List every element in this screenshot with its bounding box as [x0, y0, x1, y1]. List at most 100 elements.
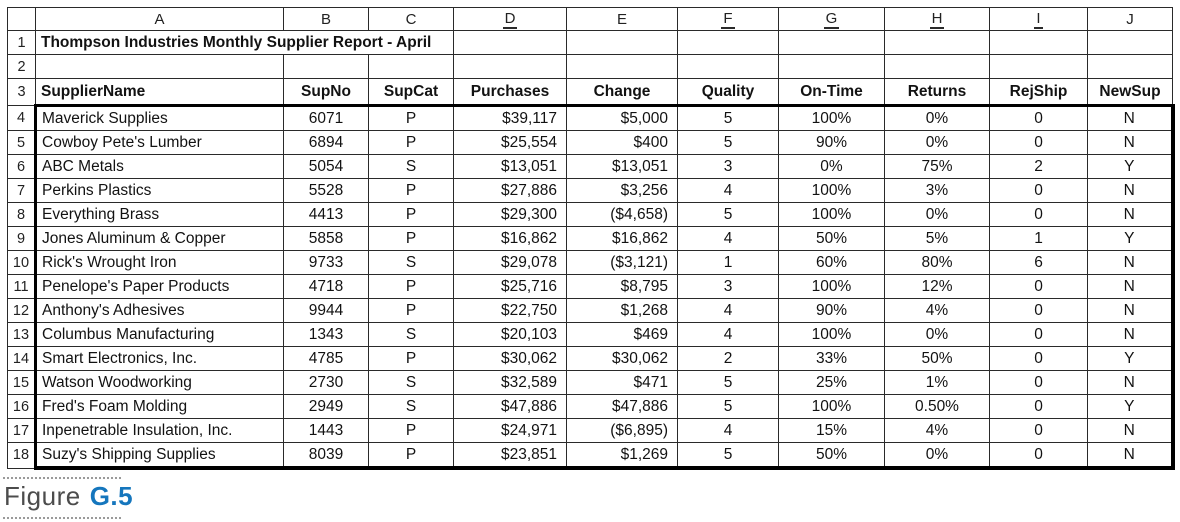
cell-F4[interactable]: 5 — [677, 104, 779, 131]
column-header-E[interactable]: E — [566, 7, 678, 31]
cell-E15[interactable]: $471 — [566, 370, 678, 395]
cell-I15[interactable]: 0 — [989, 370, 1088, 395]
cell-H4[interactable]: 0% — [884, 104, 990, 131]
cell-C5[interactable]: P — [368, 130, 454, 155]
cell-C13[interactable]: S — [368, 322, 454, 347]
cell-G15[interactable]: 25% — [778, 370, 885, 395]
cell-F16[interactable]: 5 — [677, 394, 779, 419]
cell-C3[interactable]: SupCat — [368, 78, 454, 106]
cell-B12[interactable]: 9944 — [283, 298, 369, 323]
row-header-1[interactable]: 1 — [7, 30, 36, 55]
cell-G13[interactable]: 100% — [778, 322, 885, 347]
cell-J15[interactable]: N — [1087, 370, 1175, 395]
cell-H3[interactable]: Returns — [884, 78, 990, 106]
cell-D18[interactable]: $23,851 — [453, 442, 567, 470]
cell-B7[interactable]: 5528 — [283, 178, 369, 203]
cell-I12[interactable]: 0 — [989, 298, 1088, 323]
cell-F1[interactable] — [677, 30, 779, 55]
cell-H7[interactable]: 3% — [884, 178, 990, 203]
cell-G11[interactable]: 100% — [778, 274, 885, 299]
cell-I11[interactable]: 0 — [989, 274, 1088, 299]
cell-D1[interactable] — [453, 30, 567, 55]
cell-C18[interactable]: P — [368, 442, 454, 470]
column-header-D[interactable]: D — [453, 7, 567, 31]
cell-B5[interactable]: 6894 — [283, 130, 369, 155]
cell-E14[interactable]: $30,062 — [566, 346, 678, 371]
cell-I6[interactable]: 2 — [989, 154, 1088, 179]
cell-G3[interactable]: On-Time — [778, 78, 885, 106]
cell-C9[interactable]: P — [368, 226, 454, 251]
cell-G18[interactable]: 50% — [778, 442, 885, 470]
cell-C10[interactable]: S — [368, 250, 454, 275]
cell-I2[interactable] — [989, 54, 1088, 79]
cell-F18[interactable]: 5 — [677, 442, 779, 470]
cell-A13[interactable]: Columbus Manufacturing — [34, 322, 284, 347]
cell-H15[interactable]: 1% — [884, 370, 990, 395]
cell-D5[interactable]: $25,554 — [453, 130, 567, 155]
cell-C14[interactable]: P — [368, 346, 454, 371]
row-header-5[interactable]: 5 — [7, 130, 36, 155]
cell-I18[interactable]: 0 — [989, 442, 1088, 470]
cell-E6[interactable]: $13,051 — [566, 154, 678, 179]
cell-H17[interactable]: 4% — [884, 418, 990, 443]
row-header-12[interactable]: 12 — [7, 298, 36, 323]
row-header-4[interactable]: 4 — [7, 105, 36, 131]
cell-F14[interactable]: 2 — [677, 346, 779, 371]
cell-H18[interactable]: 0% — [884, 442, 990, 470]
cell-G14[interactable]: 33% — [778, 346, 885, 371]
cell-C8[interactable]: P — [368, 202, 454, 227]
cell-H2[interactable] — [884, 54, 990, 79]
cell-H10[interactable]: 80% — [884, 250, 990, 275]
cell-D13[interactable]: $20,103 — [453, 322, 567, 347]
column-header-I[interactable]: I — [989, 7, 1088, 31]
cell-F6[interactable]: 3 — [677, 154, 779, 179]
cell-A3[interactable]: SupplierName — [35, 78, 284, 106]
cell-J17[interactable]: N — [1087, 418, 1175, 443]
cell-D10[interactable]: $29,078 — [453, 250, 567, 275]
cell-F11[interactable]: 3 — [677, 274, 779, 299]
cell-D4[interactable]: $39,117 — [453, 104, 567, 131]
cell-D7[interactable]: $27,886 — [453, 178, 567, 203]
row-header-6[interactable]: 6 — [7, 154, 36, 179]
cell-B11[interactable]: 4718 — [283, 274, 369, 299]
cell-F3[interactable]: Quality — [677, 78, 779, 106]
cell-F17[interactable]: 4 — [677, 418, 779, 443]
cell-G6[interactable]: 0% — [778, 154, 885, 179]
cell-H8[interactable]: 0% — [884, 202, 990, 227]
cell-I17[interactable]: 0 — [989, 418, 1088, 443]
row-header-7[interactable]: 7 — [7, 178, 36, 203]
cell-D3[interactable]: Purchases — [453, 78, 567, 106]
cell-B6[interactable]: 5054 — [283, 154, 369, 179]
cell-F5[interactable]: 5 — [677, 130, 779, 155]
cell-D6[interactable]: $13,051 — [453, 154, 567, 179]
cell-D12[interactable]: $22,750 — [453, 298, 567, 323]
cell-B2[interactable] — [283, 54, 369, 79]
cell-H16[interactable]: 0.50% — [884, 394, 990, 419]
cell-E16[interactable]: $47,886 — [566, 394, 678, 419]
cell-I8[interactable]: 0 — [989, 202, 1088, 227]
row-header-8[interactable]: 8 — [7, 202, 36, 227]
cell-J8[interactable]: N — [1087, 202, 1175, 227]
cell-A7[interactable]: Perkins Plastics — [34, 178, 284, 203]
cell-G16[interactable]: 100% — [778, 394, 885, 419]
row-header-3[interactable]: 3 — [7, 78, 36, 106]
cell-G2[interactable] — [778, 54, 885, 79]
cell-A8[interactable]: Everything Brass — [34, 202, 284, 227]
cell-J12[interactable]: N — [1087, 298, 1175, 323]
column-header-B[interactable]: B — [283, 7, 369, 31]
cell-A11[interactable]: Penelope's Paper Products — [34, 274, 284, 299]
cell-D2[interactable] — [453, 54, 567, 79]
cell-G8[interactable]: 100% — [778, 202, 885, 227]
row-header-10[interactable]: 10 — [7, 250, 36, 275]
row-header-13[interactable]: 13 — [7, 322, 36, 347]
cell-E10[interactable]: ($3,121) — [566, 250, 678, 275]
cell-I13[interactable]: 0 — [989, 322, 1088, 347]
cell-H5[interactable]: 0% — [884, 130, 990, 155]
cell-E12[interactable]: $1,268 — [566, 298, 678, 323]
cell-B9[interactable]: 5858 — [283, 226, 369, 251]
cell-J16[interactable]: Y — [1087, 394, 1175, 419]
cell-J5[interactable]: N — [1087, 130, 1175, 155]
cell-E7[interactable]: $3,256 — [566, 178, 678, 203]
cell-A16[interactable]: Fred's Foam Molding — [34, 394, 284, 419]
cell-A6[interactable]: ABC Metals — [34, 154, 284, 179]
